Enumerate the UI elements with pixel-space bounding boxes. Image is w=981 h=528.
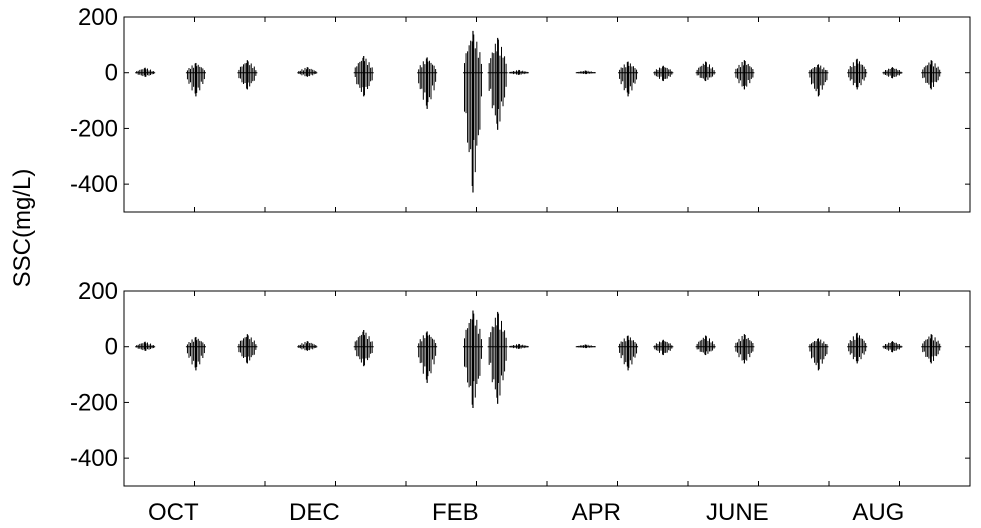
- x-tick-label: JUNE: [706, 499, 769, 526]
- data-burst: [462, 310, 483, 408]
- data-burst: [353, 56, 374, 97]
- data-burst: [695, 61, 716, 82]
- y-tick-label: 0: [105, 334, 118, 361]
- data-burst: [921, 60, 942, 90]
- data-burst: [575, 70, 596, 75]
- data-burst: [921, 334, 942, 364]
- data-burst: [237, 334, 258, 364]
- y-tick-label: -400: [70, 445, 118, 472]
- top-panel: 200 0 -200 -400: [70, 4, 971, 213]
- data-burst: [487, 37, 508, 130]
- y-tick-label: 200: [78, 4, 118, 31]
- data-burst: [575, 344, 596, 349]
- data-burst: [353, 330, 374, 367]
- y-tick-label: 0: [105, 60, 118, 87]
- data-burst: [847, 58, 868, 90]
- bottom-panel: 200 0 -200 -400 OCT DEC FEB APR JUNE AUG: [70, 278, 971, 526]
- axes-frame: [123, 290, 971, 487]
- y-tick-label: -200: [70, 115, 118, 142]
- data-burst: [808, 338, 829, 371]
- data-burst: [882, 341, 903, 353]
- x-tick-label: FEB: [432, 499, 479, 526]
- data-burst: [808, 64, 829, 97]
- data-burst: [508, 69, 529, 75]
- data-burst: [847, 332, 868, 364]
- data-burst: [237, 60, 258, 90]
- data-burst: [417, 57, 438, 109]
- data-burst: [185, 336, 206, 371]
- data-burst: [185, 62, 206, 97]
- data-burst: [297, 67, 318, 77]
- data-burst: [462, 30, 483, 193]
- y-tick-label: -400: [70, 171, 118, 198]
- y-tick-label: -200: [70, 389, 118, 416]
- data-burst: [297, 341, 318, 351]
- data-burst: [653, 65, 674, 82]
- x-tick-label: OCT: [148, 499, 199, 526]
- data-burst: [417, 331, 438, 383]
- x-tick-label: APR: [572, 499, 621, 526]
- y-axis-label: SSC(mg/L): [9, 169, 36, 288]
- data-burst: [653, 339, 674, 356]
- data-burst: [135, 341, 156, 351]
- data-burst: [882, 67, 903, 79]
- data-burst: [734, 334, 755, 364]
- data-burst: [618, 335, 639, 371]
- data-burst: [508, 343, 529, 349]
- x-tick-label: DEC: [289, 499, 340, 526]
- y-tick-label: 200: [78, 278, 118, 305]
- data-burst: [618, 61, 639, 97]
- data-burst: [695, 335, 716, 356]
- data-burst: [734, 60, 755, 90]
- x-tick-label: AUG: [852, 499, 904, 526]
- data-burst: [487, 311, 508, 404]
- data-burst: [135, 67, 156, 77]
- axes-frame: [123, 16, 971, 213]
